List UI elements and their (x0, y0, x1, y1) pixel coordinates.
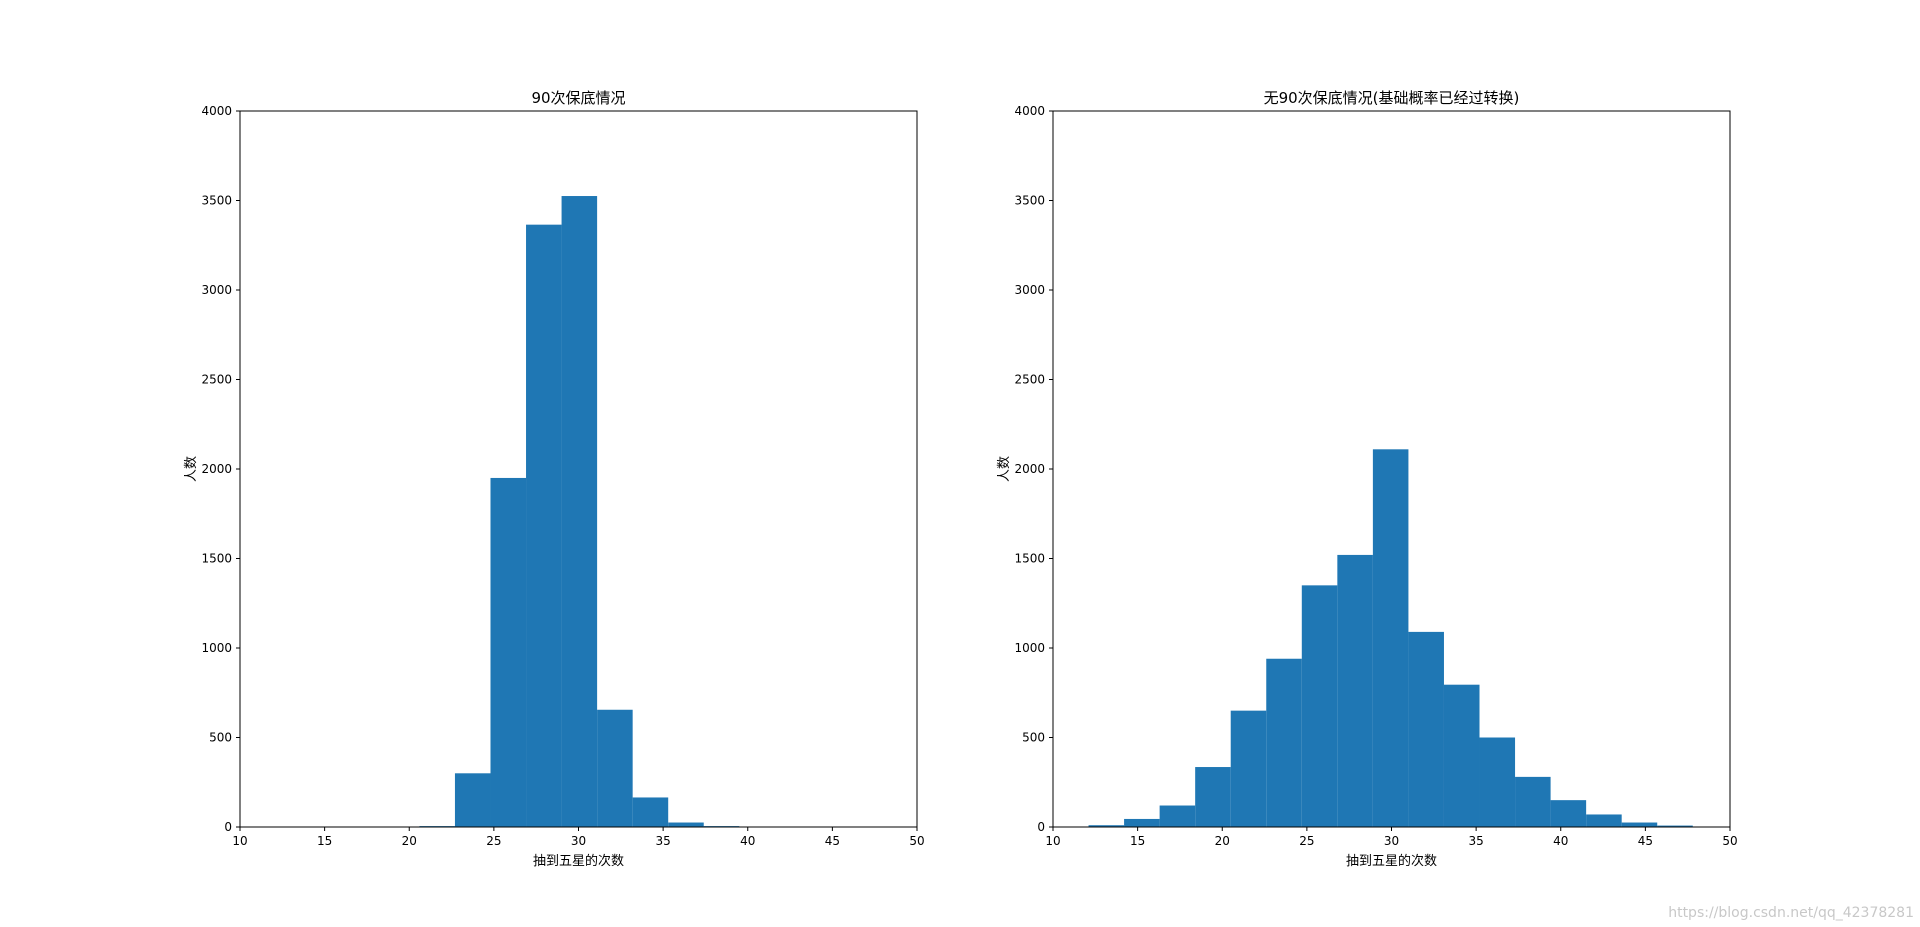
histogram-bar (1586, 814, 1622, 827)
histogram-bar (1479, 737, 1516, 827)
x-axis-label: 抽到五星的次数 (533, 853, 624, 869)
histogram-bar (1159, 805, 1196, 827)
y-tick-label: 0 (224, 820, 232, 834)
x-tick-label: 20 (1215, 834, 1230, 848)
x-tick-label: 35 (1468, 834, 1483, 848)
histogram-bar (1550, 800, 1587, 827)
y-tick-label: 3000 (1014, 283, 1045, 297)
y-tick-label: 3000 (201, 283, 232, 297)
y-tick-label: 3500 (201, 194, 232, 208)
y-tick-label: 1000 (1014, 641, 1045, 655)
x-tick-label: 15 (1130, 834, 1145, 848)
y-tick-label: 2500 (1014, 373, 1045, 387)
histogram-bar (1124, 818, 1160, 827)
x-tick-label: 30 (571, 834, 586, 848)
x-tick-label: 45 (825, 834, 840, 848)
histogram-with-pity: 10 15 20 25 30 35 40 45 500500100015002000250030… (184, 89, 925, 869)
x-axis-label: 抽到五星的次数 (1346, 853, 1437, 869)
y-tick-label: 500 (1022, 731, 1045, 745)
x-tick-label: 15 (317, 834, 332, 848)
histogram-bar (454, 773, 491, 827)
x-tick-label: 25 (1299, 834, 1314, 848)
histogram-bar (1408, 631, 1444, 827)
x-tick-label: 30 (1384, 834, 1399, 848)
histogram-bar (668, 822, 704, 827)
x-tick-label: 10 (232, 834, 247, 848)
histogram-without-pity: 10 15 20 25 30 35 40 45 500500100015002000250030… (997, 89, 1738, 869)
x-tick-label: 35 (655, 834, 670, 848)
histogram-bar (1372, 449, 1409, 827)
x-tick-label: 20 (402, 834, 417, 848)
histogram-bar (1657, 825, 1693, 827)
histogram-bar (1230, 710, 1267, 827)
histogram-bar (1301, 585, 1338, 827)
histogram-bar (526, 224, 562, 828)
y-axis-label: 人数 (184, 456, 199, 482)
y-axis-label: 人数 (997, 456, 1012, 482)
x-tick-label: 45 (1638, 834, 1653, 848)
histogram-bar (632, 797, 669, 827)
y-tick-label: 1500 (201, 552, 232, 566)
histogram-bar (1337, 554, 1373, 827)
y-tick-label: 1000 (201, 641, 232, 655)
watermark: https://blog.csdn.net/qq_42378281 (1668, 905, 1914, 921)
histogram-bar (561, 196, 598, 827)
histogram-bar (1195, 767, 1231, 827)
histogram-bar (1443, 684, 1480, 827)
histogram-bar (1621, 822, 1658, 827)
histogram-bar (1515, 776, 1551, 827)
y-tick-label: 0 (1037, 820, 1045, 834)
y-tick-label: 2000 (1014, 462, 1045, 476)
x-tick-label: 50 (1722, 834, 1737, 848)
y-tick-label: 3500 (1014, 194, 1045, 208)
y-tick-label: 1500 (1014, 552, 1045, 566)
y-tick-label: 500 (209, 731, 232, 745)
x-tick-label: 10 (1045, 834, 1060, 848)
histogram-bar (490, 477, 527, 827)
histogram-bar (1266, 658, 1302, 827)
chart-title: 90次保底情况 (531, 89, 625, 107)
x-tick-label: 40 (1553, 834, 1568, 848)
x-tick-label: 25 (486, 834, 501, 848)
x-tick-label: 50 (909, 834, 924, 848)
histogram-bar (1088, 825, 1125, 827)
y-tick-label: 2000 (201, 462, 232, 476)
chart-title: 无90次保底情况(基础概率已经过转换) (1264, 89, 1520, 107)
y-tick-label: 2500 (201, 373, 232, 387)
x-tick-label: 40 (740, 834, 755, 848)
histogram-bar (597, 709, 633, 827)
y-tick-label: 4000 (1014, 104, 1045, 118)
y-tick-label: 4000 (201, 104, 232, 118)
